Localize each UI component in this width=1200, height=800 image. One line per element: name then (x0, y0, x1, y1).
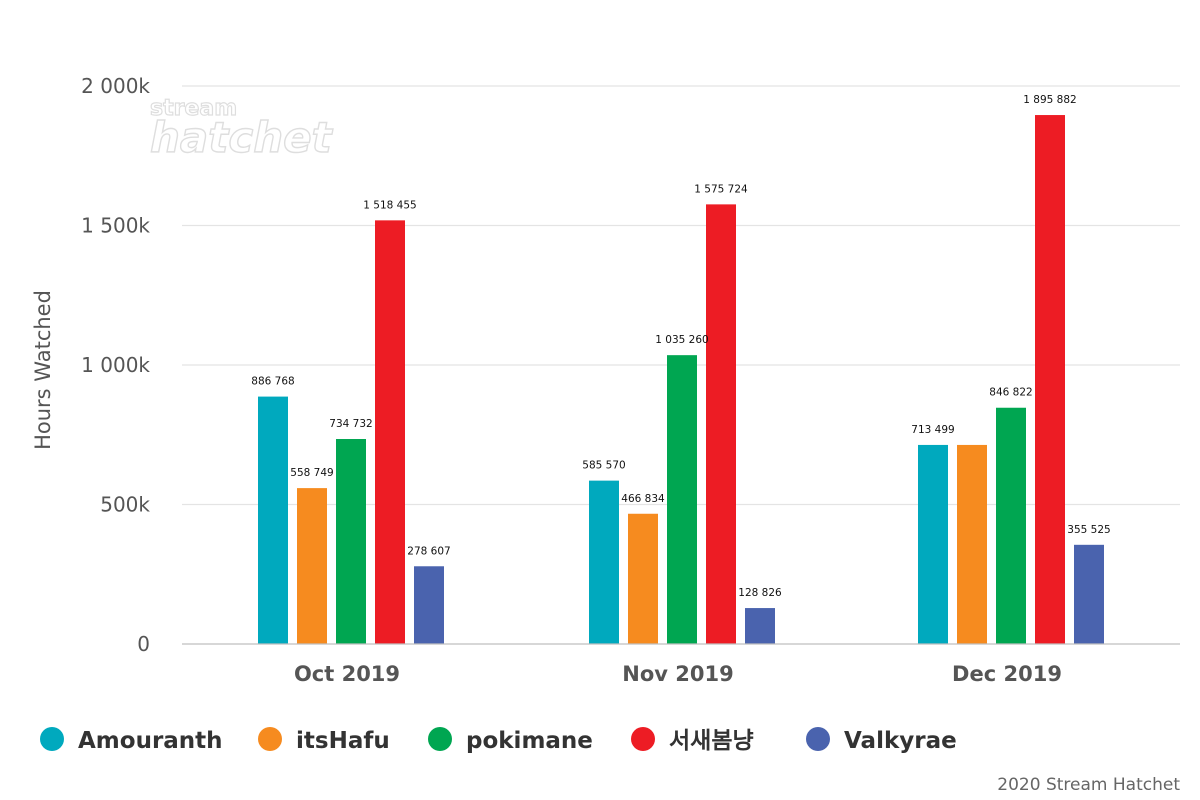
bar (628, 513, 658, 644)
bar-data-label: 1 518 455 (363, 199, 416, 211)
y-axis-title: Hours Watched (31, 290, 55, 450)
bar (706, 204, 736, 645)
bar-data-label: 1 895 882 (1023, 94, 1076, 106)
bar-data-label: 585 570 (582, 460, 625, 472)
bars (258, 115, 1104, 645)
bar (336, 439, 366, 644)
legend-label: Valkyrae (844, 728, 957, 754)
legend-item[interactable]: 서새봄냥 (631, 727, 754, 754)
bar (414, 566, 444, 644)
bar (918, 444, 948, 644)
legend-label: 서새봄냥 (669, 728, 754, 754)
bar (996, 407, 1026, 644)
bar-data-label: 734 732 (329, 418, 372, 430)
legend-label: pokimane (466, 728, 593, 754)
bar-data-label: 278 607 (407, 545, 450, 557)
x-tick-label: Dec 2019 (952, 662, 1062, 686)
legend-swatch (428, 727, 452, 751)
legend: Amouranth itsHafu pokimane 서새봄냥 Valkyrae (40, 727, 957, 754)
bar-data-label: 1 575 724 (694, 183, 748, 195)
data-labels: 886 768 558 749 734 732 1 518 455 278 607 585… (251, 94, 1110, 599)
legend-item[interactable]: itsHafu (258, 727, 390, 754)
legend-swatch (631, 727, 655, 751)
bar-data-label: 558 749 (290, 467, 333, 479)
y-tick-label: 500k (100, 493, 150, 517)
legend-item[interactable]: Amouranth (40, 727, 223, 754)
bar (667, 355, 697, 644)
bar-data-label: 846 822 (989, 387, 1032, 399)
bar-data-label: 128 826 (738, 587, 782, 599)
bar (1074, 544, 1104, 644)
legend-item[interactable]: pokimane (428, 727, 593, 754)
y-axis-ticks: 0 500k 1 000k 1 500k 2 000k (81, 74, 150, 656)
bar (375, 220, 405, 644)
x-tick-label: Oct 2019 (294, 662, 400, 686)
legend-swatch (258, 727, 282, 751)
legend-swatch (806, 727, 830, 751)
legend-label: itsHafu (296, 728, 390, 754)
y-tick-label: 0 (137, 632, 150, 656)
y-tick-label: 2 000k (81, 74, 150, 98)
legend-label: Amouranth (78, 728, 223, 754)
bar (957, 444, 987, 644)
legend-item[interactable]: Valkyrae (806, 727, 957, 754)
y-tick-label: 1 000k (81, 353, 150, 377)
bar-data-label: 466 834 (621, 493, 665, 505)
bar (1035, 115, 1065, 644)
bar-data-label: 886 768 (251, 376, 294, 388)
y-tick-label: 1 500k (81, 214, 150, 238)
legend-swatch (40, 727, 64, 751)
watermark-top-text: stream (150, 96, 237, 121)
x-tick-label: Nov 2019 (622, 662, 733, 686)
bar-data-label: 355 525 (1067, 524, 1110, 536)
bar (589, 480, 619, 644)
bar (297, 488, 327, 644)
watermark-bottom-text: hatchet (150, 113, 334, 162)
credit-text: 2020 Stream Hatchet (997, 775, 1180, 795)
stream-hatchet-watermark-logo: stream hatchet (149, 95, 334, 162)
bar (745, 608, 775, 644)
bar (258, 396, 288, 644)
bar-data-label: 1 035 260 (655, 334, 708, 346)
x-axis-ticks: Oct 2019 Nov 2019 Dec 2019 (294, 662, 1062, 686)
bar-data-label: 713 499 (911, 424, 954, 436)
